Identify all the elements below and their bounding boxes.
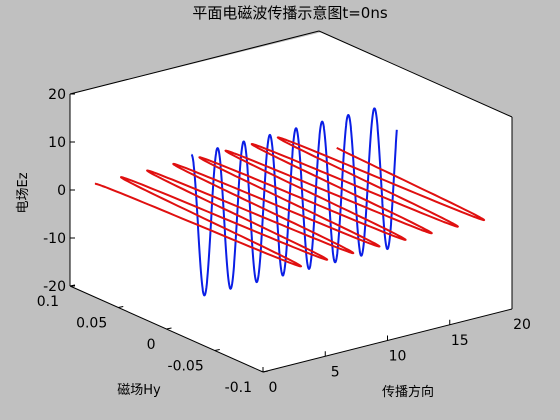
x-tick-label: 5 — [331, 364, 340, 380]
x-tick-label: 20 — [513, 317, 531, 333]
x-tick-label: 10 — [389, 349, 407, 365]
series-ez-wave-line — [190, 107, 398, 297]
y-tick-mark — [262, 370, 269, 373]
z-tick-label: 10 — [48, 135, 66, 151]
y-tick-label: -0.1 — [225, 380, 252, 396]
series-hy-wave-line — [94, 136, 486, 268]
axis-ticks: 0 5 10 15 20 -0.1 -0.05 0 0.05 0.1-20 -10 0 10 20 — [37, 87, 531, 396]
z-tick-label: -10 — [43, 231, 66, 247]
x-tick-label: 15 — [451, 333, 469, 349]
z-tick-label: 20 — [48, 87, 66, 103]
y-tick-label: 0 — [147, 337, 156, 353]
box-edge-top-back — [69, 30, 320, 95]
y-tick-mark — [166, 327, 172, 330]
chart-title: 平面电磁波传播示意图t=0ns — [192, 4, 388, 22]
z-axis-label: 电场Ez — [16, 172, 31, 213]
z-tick-label: -20 — [43, 279, 66, 295]
y-tick-mark — [118, 306, 124, 308]
y-tick-label: 0.1 — [37, 294, 59, 310]
z-tick-label: 0 — [57, 183, 66, 199]
y-tick-label: 0.05 — [76, 316, 107, 332]
x-tick-label: 0 — [269, 380, 278, 396]
x-axis-label: 传播方向 — [382, 384, 434, 400]
y-tick-label: -0.05 — [168, 359, 204, 375]
curves — [94, 107, 486, 297]
box-edge-top-right — [318, 30, 513, 118]
y-axis-label: 磁场Hy — [117, 383, 161, 398]
y-tick-mark — [214, 349, 220, 351]
